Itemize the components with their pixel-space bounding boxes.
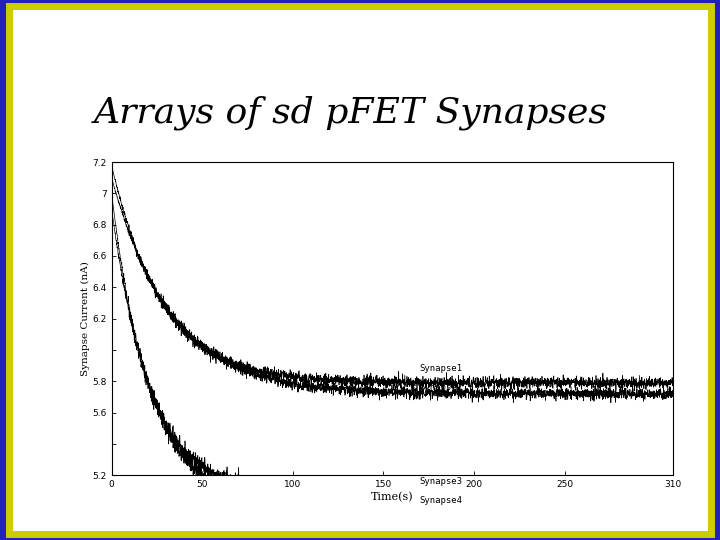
Text: Synapse3: Synapse3 [420, 477, 462, 486]
Text: Arrays of sd pFET Synapses: Arrays of sd pFET Synapses [94, 95, 608, 130]
Text: Synapse2: Synapse2 [420, 383, 462, 392]
Y-axis label: Synapse Current (nA): Synapse Current (nA) [81, 261, 89, 376]
X-axis label: Time(s): Time(s) [371, 492, 414, 502]
Text: Synapse4: Synapse4 [420, 496, 462, 505]
Text: Synapse1: Synapse1 [420, 364, 462, 373]
